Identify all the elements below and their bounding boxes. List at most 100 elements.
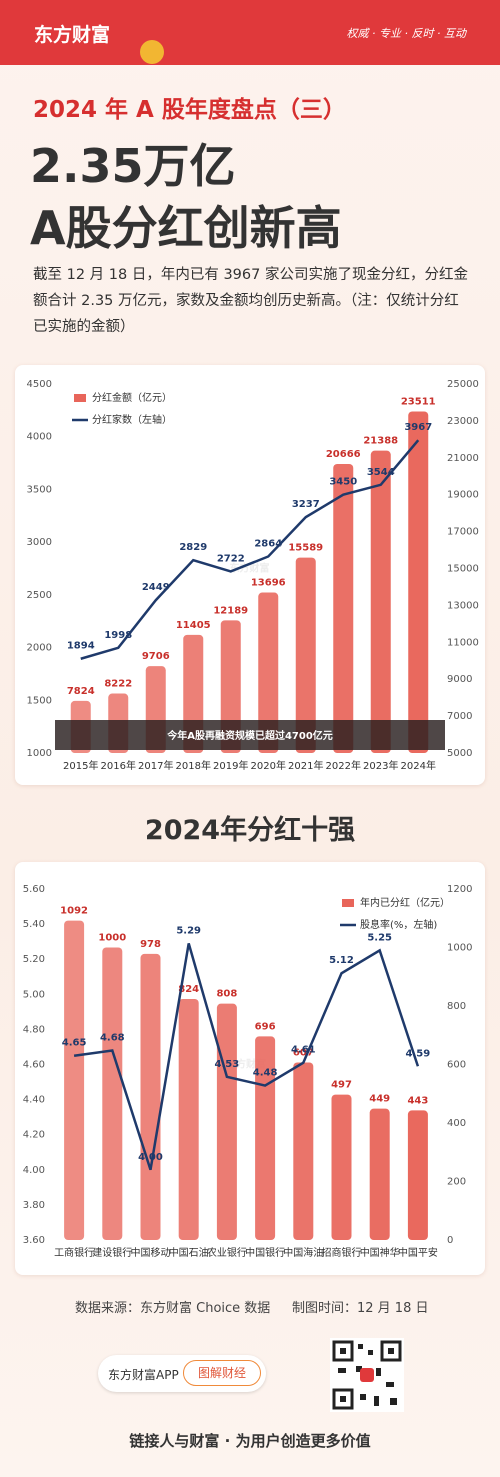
x-tick-label: 招商银行 (322, 1246, 362, 1259)
chart-card: 东方财富 3.60 3.80 4.00 4.20 4.40 4.60 4.80 5.00 5.20… (15, 862, 485, 1275)
coin-icon (140, 40, 164, 64)
tick-label: 19000 (447, 490, 479, 501)
line-value-label: 1998 (104, 630, 132, 641)
bar-value-label: 8222 (104, 679, 132, 690)
tick-label: 200 (447, 1177, 466, 1188)
bar (216, 1003, 237, 1240)
tick-label: 4.60 (23, 1060, 45, 1071)
tick-label: 2000 (27, 643, 52, 654)
bar (370, 450, 391, 753)
bar (140, 953, 161, 1240)
x-tick-label: 中国银行 (245, 1246, 285, 1259)
intro: 截至 12 月 18 日，年内已有 3967 家公司实施了现金分红，分红金额合计… (33, 267, 468, 335)
annotation-band (55, 720, 445, 750)
bar-value-label: 23511 (401, 396, 436, 407)
line-value-label: 5.29 (176, 925, 201, 936)
bar (333, 463, 354, 753)
tick-label: 5.40 (23, 919, 45, 930)
x-tick-label: 中国海油 (283, 1246, 323, 1259)
x-tick-label: 中国平安 (398, 1246, 438, 1259)
tick-label: 400 (447, 1118, 466, 1129)
tick-label: 4000 (27, 432, 52, 443)
bar-value-label: 607 (293, 1047, 314, 1058)
legend-label: 股息率(%，左轴) (360, 918, 437, 931)
tick-label: 1000 (27, 748, 52, 759)
x-tick-label: 2019年 (213, 759, 248, 772)
bar (408, 411, 429, 753)
tick-label: 0 (447, 1235, 453, 1246)
legend-label: 分红金额（亿元） (92, 391, 172, 404)
line-value-label: 4.61 (291, 1045, 316, 1056)
tick-label: 15000 (447, 564, 479, 575)
legend-swatch (342, 899, 354, 907)
x-tick-label: 2024年 (401, 759, 436, 772)
line-value-label: 4.59 (406, 1048, 431, 1059)
x-tick-label: 2023年 (363, 759, 398, 772)
tick-label: 3.60 (23, 1235, 45, 1246)
x-tick-label: 2016年 (101, 759, 136, 772)
bar-value-label: 824 (178, 984, 199, 995)
bar (64, 920, 85, 1240)
bar-value-label: 11405 (176, 620, 211, 631)
tick-label: 9000 (447, 674, 472, 685)
slogan: 链接人与财富 · 为用户创造更多价值 (129, 1432, 371, 1450)
tick-label: 1200 (447, 884, 472, 895)
tick-label: 4.20 (23, 1130, 45, 1141)
bar-value-label: 449 (369, 1094, 390, 1105)
bar (258, 592, 279, 753)
annotation: 今年A股再融资规模已超过4700亿元 (166, 729, 333, 742)
title: 2024 年 A 股年度盘点（三） (33, 97, 346, 123)
bar-value-label: 13696 (251, 578, 286, 589)
line-value-label: 3544 (367, 467, 395, 478)
bar (102, 947, 123, 1240)
tick-label: 4.00 (23, 1165, 45, 1176)
x-tick-label: 工商银行 (54, 1246, 94, 1259)
line-value-label: 1894 (67, 641, 95, 652)
line (73, 943, 420, 1171)
tick-label: 21000 (447, 453, 479, 464)
app-button[interactable]: 图解财经 (183, 1360, 261, 1386)
logo: 东方财富 (34, 24, 111, 46)
line-value-label: 3237 (292, 499, 320, 510)
line-value-label: 4.00 (138, 1152, 163, 1163)
tick-label: 11000 (447, 637, 479, 648)
tick-label: 17000 (447, 527, 479, 538)
tick-label: 4.80 (23, 1024, 45, 1035)
bar-value-label: 978 (140, 939, 161, 950)
legend-swatch (74, 394, 86, 402)
line-value-label: 5.12 (329, 955, 354, 966)
x-tick-label: 农业银行 (207, 1246, 247, 1259)
tick-label: 13000 (447, 600, 479, 611)
line-value-label: 4.65 (62, 1038, 87, 1049)
x-tick-label: 2022年 (326, 759, 361, 772)
headline: A股分红创新高 (30, 201, 342, 255)
tick-label: 3.80 (23, 1200, 45, 1211)
section-title: 2024年分红十强 (144, 815, 356, 846)
bar (178, 998, 199, 1240)
line-value-label: 2449 (142, 582, 170, 593)
x-tick-label: 2017年 (138, 759, 173, 772)
bar (295, 557, 316, 753)
line-value-label: 4.53 (215, 1059, 240, 1070)
tick-label: 800 (447, 1001, 466, 1012)
tick-label: 25000 (447, 379, 479, 390)
bar-value-label: 15589 (288, 543, 323, 554)
x-tick-label: 2015年 (63, 759, 98, 772)
tick-label: 1500 (27, 695, 52, 706)
tick-label: 4.40 (23, 1095, 45, 1106)
bar (407, 1110, 428, 1240)
bar-value-label: 1000 (98, 933, 126, 944)
line-value-label: 3450 (329, 477, 357, 488)
x-tick-label: 2018年 (176, 759, 211, 772)
tick-label: 23000 (447, 416, 479, 427)
app-name: 东方财富APP (108, 1368, 179, 1382)
chart-card: 东方财富 1000 1500 2000 2500 3000 3500 4000 4500 5000… (15, 365, 485, 785)
tick-label: 3000 (27, 537, 52, 548)
line-value-label: 2864 (254, 538, 282, 549)
line-value-label: 4.68 (100, 1032, 125, 1043)
bar-value-label: 20666 (326, 449, 361, 460)
x-tick-label: 建设银行 (92, 1246, 132, 1259)
tick-label: 4500 (27, 379, 52, 390)
tick-label: 3500 (27, 484, 52, 495)
tagline: 权威 · 专业 · 反时 · 互动 (346, 27, 466, 40)
